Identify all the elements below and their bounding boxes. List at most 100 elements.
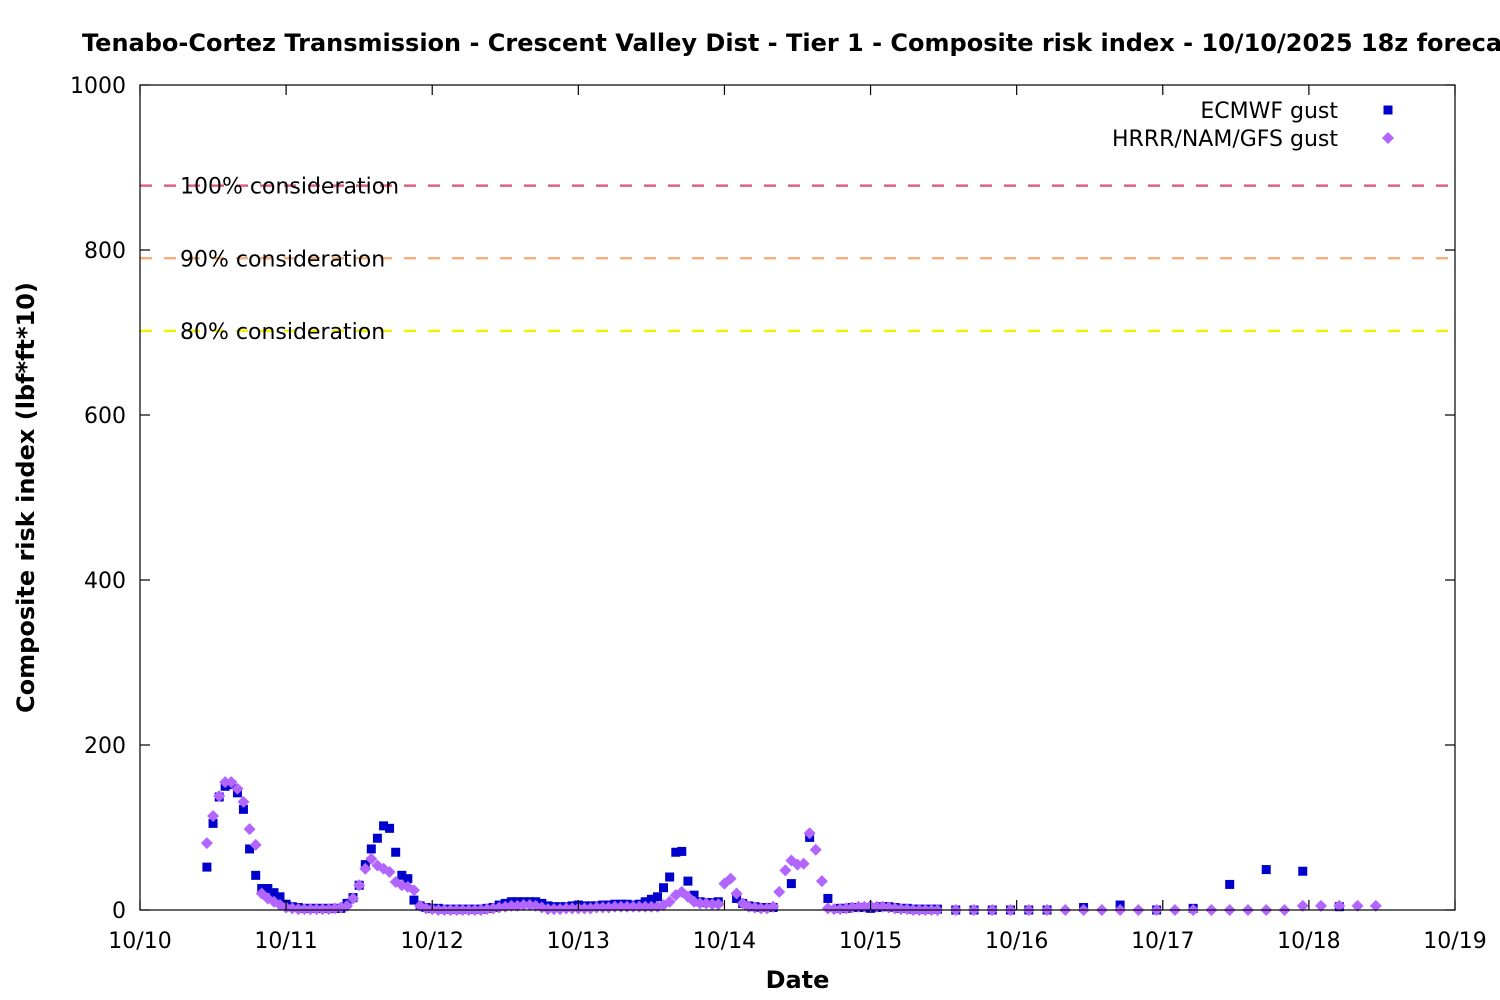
data-point [310,903,323,916]
data-point [823,893,833,903]
data-point [1298,866,1308,876]
data-point [730,887,743,900]
data-point [407,884,420,897]
data-point [566,902,579,915]
x-axis-label: Date [766,966,830,994]
data-point [653,892,663,902]
data-point [207,809,220,822]
data-point [809,843,822,856]
data-point [379,821,389,831]
data-point [797,857,810,870]
data-point [646,894,656,904]
data-point [397,870,407,880]
data-point [208,818,218,828]
data-point [200,837,213,850]
data-point [547,903,560,916]
reference-line-label-1: 100% consideration [180,175,399,200]
data-point [754,902,767,915]
data-point [391,847,401,857]
reference-lines: 100% consideration 90% consideration 80% c… [140,175,1455,345]
data-point [238,804,248,814]
x-axis: 10/10 10/11 10/12 10/13 10/14 10/15 10/16 10/17… [108,85,1487,954]
y-tick-label: 1000 [70,74,126,99]
x-tick-label: 10/17 [1131,929,1194,954]
y-tick-label: 800 [84,239,126,264]
data-point [245,844,255,854]
data-point [677,846,687,856]
data-point [365,852,378,865]
data-point [1351,899,1364,912]
data-point [202,862,212,872]
x-tick-label: 10/10 [108,929,171,954]
data-point [663,895,676,908]
y-axis: 0 200 400 600 800 1000 [70,74,1455,924]
data-point [275,892,285,902]
data-point [219,776,232,789]
series-1 [202,780,1344,915]
data-point [347,892,360,905]
y-tick-label: 600 [84,404,126,429]
data-point [263,884,273,894]
data-point [237,795,250,808]
data-point [517,899,530,912]
data-point [683,876,693,886]
data-point [225,776,238,789]
data-point [712,898,725,911]
data-point [243,823,256,836]
legend-label-1: ECMWF gust [1200,99,1338,124]
legend: ECMWF gust HRRR/NAM/GFS gust [1112,99,1394,152]
data-point [316,903,329,916]
chart-title: Tenabo-Cortez Transmission - Crescent Va… [82,29,1500,57]
data-point [1225,879,1235,889]
series-2 [200,776,1382,916]
y-tick-label: 0 [112,899,126,924]
data-point [269,888,279,898]
data-point [671,847,681,857]
data-point [385,823,395,833]
legend-marker-2 [1382,132,1394,144]
x-tick-label: 10/16 [985,929,1048,954]
data-point [213,790,226,803]
data-point [298,903,311,916]
data-point [894,903,907,916]
data-point [786,879,796,889]
plot-frame [139,84,1456,911]
data-point [694,897,707,910]
data-point [231,782,244,795]
data-point [249,838,262,851]
y-axis-label: Composite risk index (lbf*ft*10) [12,282,40,713]
data-point [372,833,382,843]
y-tick-label: 400 [84,569,126,594]
data-point [353,879,366,892]
data-point [1315,899,1328,912]
x-tick-label: 10/18 [1277,929,1340,954]
data-point [665,872,675,882]
data-point [803,827,816,840]
data-point [383,866,396,879]
data-point [366,844,376,854]
data-point [359,862,372,875]
data-point [403,874,413,884]
data-point [409,895,419,905]
legend-label-2: HRRR/NAM/GFS gust [1112,127,1338,152]
data-point [1369,899,1382,912]
data-point [724,872,737,885]
data-point [659,883,669,893]
data-point [341,899,354,912]
x-tick-label: 10/11 [254,929,317,954]
reference-line-label-2: 90% consideration [180,247,385,272]
x-tick-label: 10/14 [693,929,756,954]
data-point [828,903,841,916]
data-point [1333,899,1346,912]
data-point [779,864,792,877]
legend-marker-1 [1383,105,1393,115]
x-tick-label: 10/12 [401,929,464,954]
reference-line-label-3: 80% consideration [180,320,385,345]
data-point [815,875,828,888]
x-tick-label: 10/13 [547,929,610,954]
data-point [251,870,261,880]
data-point [1296,899,1309,912]
data-point [689,890,699,900]
data-series [200,776,1382,916]
